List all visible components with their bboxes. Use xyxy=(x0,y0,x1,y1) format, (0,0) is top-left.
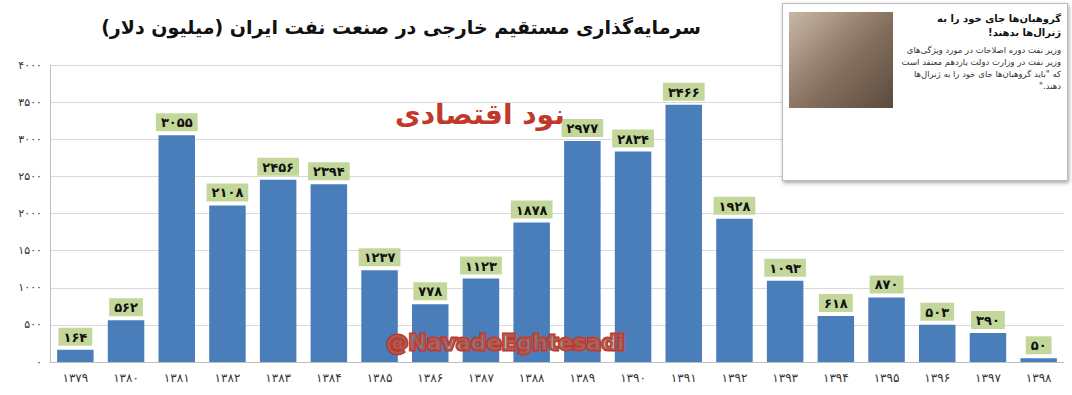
svg-text:۱۳۷۹: ۱۳۷۹ xyxy=(62,371,88,385)
svg-text:۱۳۸۹: ۱۳۸۹ xyxy=(569,371,595,385)
svg-text:۱۹۲۸: ۱۹۲۸ xyxy=(719,199,751,214)
svg-text:۳۹۰: ۳۹۰ xyxy=(976,313,1000,328)
svg-text:۱۳۹۲: ۱۳۹۲ xyxy=(722,371,748,385)
svg-text:۵۶۲: ۵۶۲ xyxy=(114,300,138,315)
svg-text:۱۱۲۳: ۱۱۲۳ xyxy=(465,259,497,274)
svg-text:نود اقتصادی: نود اقتصادی xyxy=(395,98,565,131)
svg-text:۱۳۸۸: ۱۳۸۸ xyxy=(519,371,545,385)
svg-text:۲۵۰۰: ۲۵۰۰ xyxy=(18,170,42,183)
svg-text:سرمایه‌گذاری مستقیم خارجی در ص: سرمایه‌گذاری مستقیم خارجی در صنعت نفت ای… xyxy=(101,16,701,39)
svg-text:۱۳۹۶: ۱۳۹۶ xyxy=(924,371,950,385)
svg-text:۰: ۰ xyxy=(36,356,42,369)
svg-text:۱۵۰۰: ۱۵۰۰ xyxy=(18,244,42,257)
svg-text:@NavadeEghtesadi: @NavadeEghtesadi xyxy=(387,330,625,355)
svg-text:۱۳۹۷: ۱۳۹۷ xyxy=(975,371,1001,385)
svg-text:۴۰۰۰: ۴۰۰۰ xyxy=(18,59,42,72)
svg-text:۱۶۴: ۱۶۴ xyxy=(63,330,87,345)
svg-text:۱۳۸۷: ۱۳۸۷ xyxy=(468,371,494,385)
svg-text:۳۰۵۵: ۳۰۵۵ xyxy=(161,115,193,130)
html-text:وزیر نفت دوره اصلاحات در مورد: وزیر نفت دوره اصلاحات در مورد ویژگی‌های … xyxy=(901,45,1061,91)
svg-text:۱۸۷۸: ۱۸۷۸ xyxy=(516,203,548,218)
svg-text:۵۰۳: ۵۰۳ xyxy=(925,305,949,320)
svg-text:۶۱۸: ۶۱۸ xyxy=(824,296,848,311)
svg-text:۱۳۸۱: ۱۳۸۱ xyxy=(164,371,190,385)
svg-text:۱۳۹۳: ۱۳۹۳ xyxy=(772,371,798,385)
svg-text:۲۴۵۶: ۲۴۵۶ xyxy=(262,160,294,175)
svg-text:۱۲۳۷: ۱۲۳۷ xyxy=(364,250,396,265)
svg-text:۷۷۸: ۷۷۸ xyxy=(418,284,442,299)
svg-text:۳۵۰۰: ۳۵۰۰ xyxy=(18,96,42,109)
html-text:گروهبان‌ها جای خود را به ژنرال: گروهبان‌ها جای خود را به ژنرال‌ها بدهند! xyxy=(937,13,1061,38)
svg-text:۳۰۰۰: ۳۰۰۰ xyxy=(18,133,42,146)
svg-text:۱۳۸۰: ۱۳۸۰ xyxy=(113,371,139,385)
svg-text:۸۷۰: ۸۷۰ xyxy=(875,277,899,292)
svg-text:۱۳۹۰: ۱۳۹۰ xyxy=(620,371,646,385)
svg-text:۲۰۰۰: ۲۰۰۰ xyxy=(18,207,42,220)
svg-text:۱۰۹۳: ۱۰۹۳ xyxy=(769,261,801,276)
svg-text:۳۴۶۶: ۳۴۶۶ xyxy=(668,85,700,100)
svg-text:۱۳۸۲: ۱۳۸۲ xyxy=(215,371,241,385)
svg-text:۱۳۹۸: ۱۳۹۸ xyxy=(1026,371,1052,385)
svg-text:۲۹۷۷: ۲۹۷۷ xyxy=(566,121,598,136)
svg-text:۵۰: ۵۰ xyxy=(1031,338,1047,353)
svg-text:۱۳۹۵: ۱۳۹۵ xyxy=(874,371,900,385)
svg-text:۱۰۰۰: ۱۰۰۰ xyxy=(18,281,42,294)
svg-text:۵۰۰: ۵۰۰ xyxy=(24,318,42,331)
svg-text:۲۸۳۴: ۲۸۳۴ xyxy=(617,132,649,147)
svg-text:۲۱۰۸: ۲۱۰۸ xyxy=(212,185,244,200)
svg-text:۱۳۸۶: ۱۳۸۶ xyxy=(417,371,443,385)
svg-text:۱۳۹۴: ۱۳۹۴ xyxy=(823,371,849,385)
svg-text:۱۳۸۵: ۱۳۸۵ xyxy=(367,371,393,385)
svg-text:۱۳۹۱: ۱۳۹۱ xyxy=(671,371,697,385)
svg-text:۱۳۸۴: ۱۳۸۴ xyxy=(316,371,342,385)
svg-text:۱۳۸۳: ۱۳۸۳ xyxy=(265,371,291,385)
svg-text:۲۳۹۴: ۲۳۹۴ xyxy=(313,164,345,179)
